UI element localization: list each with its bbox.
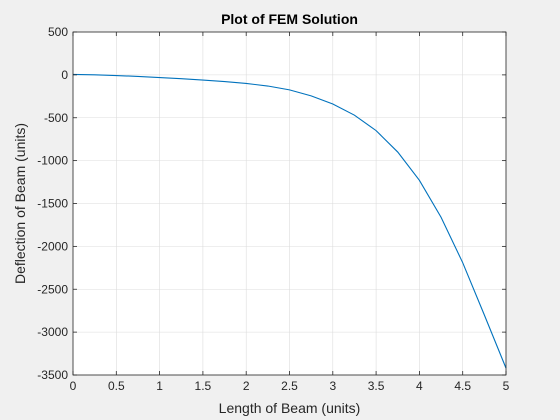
x-tick-label: 4.5 (454, 379, 471, 393)
x-tick-label: 0.5 (108, 379, 125, 393)
x-tick-label: 5 (503, 379, 510, 393)
x-tick-label: 3 (329, 379, 336, 393)
x-tick-label: 3.5 (368, 379, 385, 393)
x-tick-label: 2 (243, 379, 250, 393)
y-tick-label: -3000 (37, 325, 68, 339)
y-tick-label: -1000 (37, 154, 68, 168)
x-tick-label: 4 (416, 379, 423, 393)
series-line-0 (72, 73, 507, 369)
y-tick-label: 500 (48, 25, 68, 39)
y-tick-label: -3500 (37, 368, 68, 382)
y-tick-label: -500 (44, 111, 68, 125)
x-tick-label: 0 (70, 379, 77, 393)
y-tick-label: -2000 (37, 239, 68, 253)
x-tick-label: 2.5 (281, 379, 298, 393)
x-tick-label: 1.5 (195, 379, 212, 393)
x-tick-label: 1 (156, 379, 163, 393)
chart-title: Plot of FEM Solution (221, 11, 358, 27)
series-layer (72, 73, 507, 369)
x-axis-label: Length of Beam (units) (219, 400, 361, 416)
y-tick-label: -1500 (37, 197, 68, 211)
y-axis-label: Deflection of Beam (units) (12, 123, 28, 284)
ticks: 0 0.5 1 1.5 2 2.5 3 3.5 4 4.5 5 500 0 -500 -1000 -1500 -… (37, 25, 509, 393)
y-tick-label: 0 (61, 68, 68, 82)
y-tick-label: -2500 (37, 282, 68, 296)
